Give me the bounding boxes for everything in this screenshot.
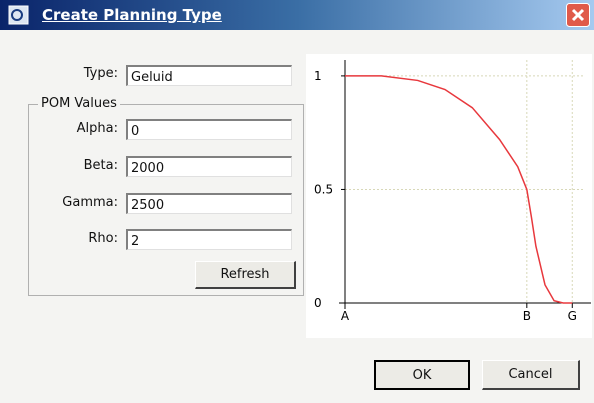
field-input[interactable]: 2500 [126, 193, 292, 214]
field-input[interactable]: 0 [126, 119, 292, 140]
title-bar [0, 0, 594, 30]
field-label: Rho: [88, 231, 118, 246]
pom-group [28, 104, 304, 296]
y-tick-label: 0.5 [314, 182, 333, 196]
field-label: Beta: [83, 158, 118, 173]
x-tick-label: G [568, 309, 577, 323]
field-label: Gamma: [62, 195, 118, 210]
y-tick-label: 1 [314, 69, 322, 83]
field-input[interactable]: 2 [126, 229, 292, 250]
window-title: Create Planning Type [42, 6, 222, 24]
refresh-button[interactable]: Refresh [195, 261, 296, 289]
ok-button[interactable]: OK [374, 360, 470, 390]
field-input[interactable]: 2000 [126, 156, 292, 177]
group-label: POM Values [38, 96, 120, 111]
curve [345, 75, 573, 304]
cancel-button[interactable]: Cancel [482, 360, 580, 390]
type-label: Type: [83, 66, 118, 81]
y-tick-label: 0 [314, 296, 322, 310]
field-label: Alpha: [76, 121, 118, 136]
chart: 0 0.5 1 A B G [306, 54, 592, 338]
app-icon [8, 5, 29, 25]
x-tick-label: B [523, 309, 531, 323]
x-tick-label: A [341, 309, 350, 323]
close-button[interactable] [566, 3, 590, 27]
chart-background [306, 54, 592, 338]
type-input[interactable]: Geluid [126, 65, 292, 86]
